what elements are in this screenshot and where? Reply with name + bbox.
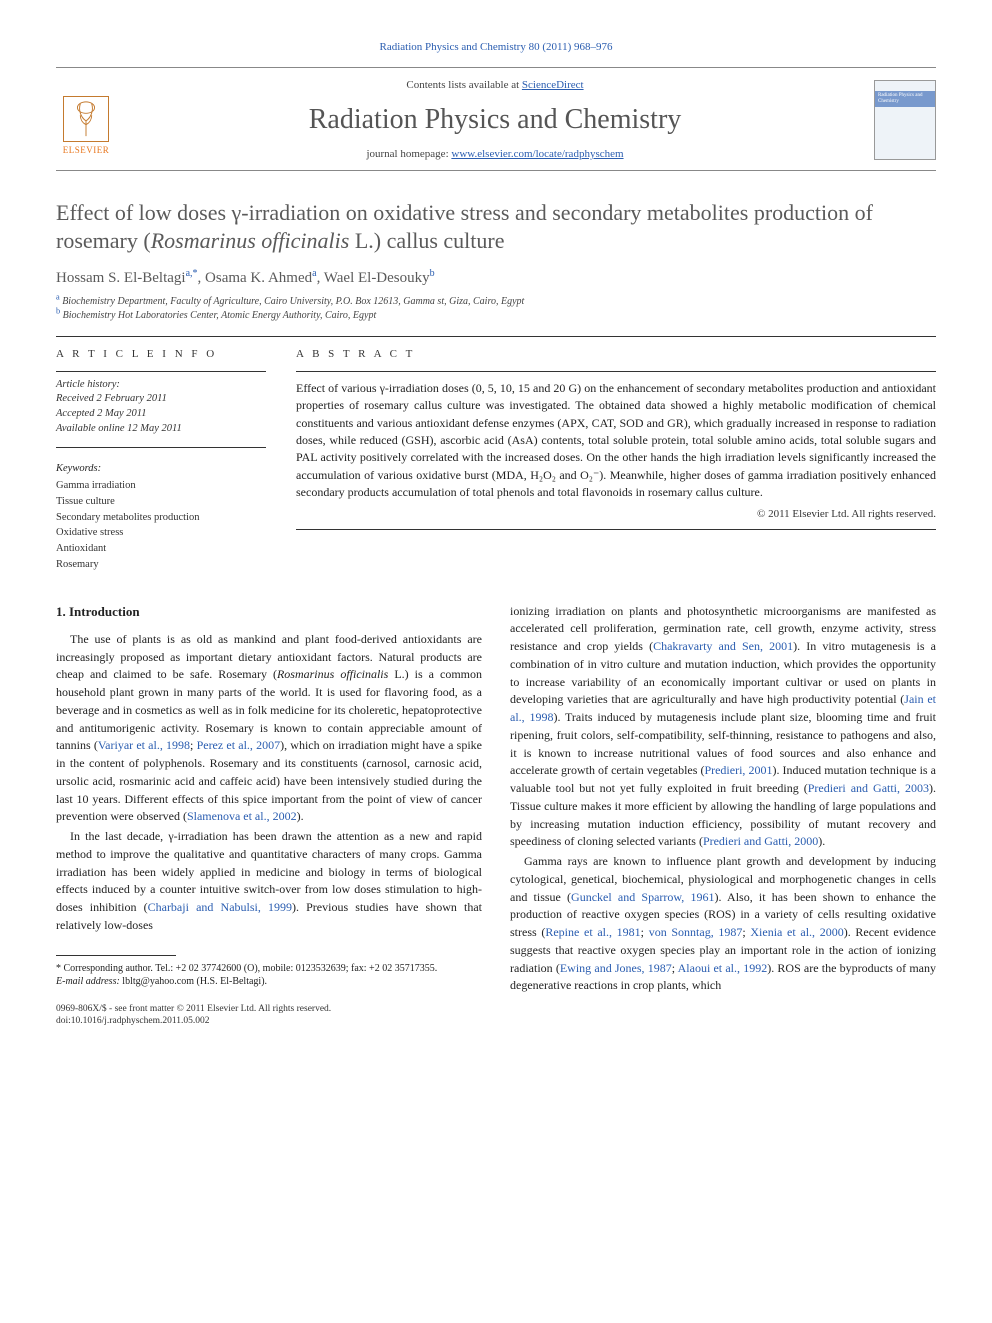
author-1-aff: a,* [186, 268, 198, 279]
intro-para-4: Gamma rays are known to influence plant … [510, 853, 936, 995]
cite-alaoui-1992[interactable]: Alaoui et al., 1992 [678, 961, 768, 975]
masthead-center: Contents lists available at ScienceDirec… [130, 78, 860, 162]
abstract-text: Effect of various γ-irradiation doses (0… [296, 380, 936, 502]
title-species: Rosmarinus officinalis [151, 228, 350, 253]
intro-para-2: In the last decade, γ-irradiation has be… [56, 828, 482, 935]
body-columns: 1. Introduction The use of plants is as … [56, 603, 936, 1028]
author-1: Hossam S. El-Beltagia,* [56, 270, 198, 286]
author-list: Hossam S. El-Beltagia,*, Osama K. Ahmeda… [56, 268, 936, 289]
abstract-divider [296, 371, 936, 372]
journal-homepage-link[interactable]: www.elsevier.com/locate/radphyschem [451, 148, 623, 160]
front-matter-line: 0969-806X/$ - see front matter © 2011 El… [56, 1003, 482, 1015]
accepted-date: Accepted 2 May 2011 [56, 407, 266, 422]
masthead: ELSEVIER Contents lists available at Sci… [56, 67, 936, 171]
intro-para-1: The use of plants is as old as mankind a… [56, 631, 482, 826]
cite-predieri-gatti-2003[interactable]: Predieri and Gatti, 2003 [808, 781, 929, 795]
journal-cover-thumbnail: Radiation Physics and Chemistry [874, 80, 936, 160]
online-date: Available online 12 May 2011 [56, 422, 266, 437]
contents-available-line: Contents lists available at ScienceDirec… [130, 78, 860, 93]
cite-chakravarty-2001[interactable]: Chakravarty and Sen, 2001 [653, 639, 793, 653]
corr-email-line: E-mail address: lbltg@yahoo.com (H.S. El… [56, 975, 482, 989]
keyword-6: Rosemary [56, 557, 266, 573]
cite-vonsonntag-1987[interactable]: von Sonntag, 1987 [649, 925, 743, 939]
journal-title: Radiation Physics and Chemistry [130, 100, 860, 139]
cite-perez-2007[interactable]: Perez et al., 2007 [197, 738, 281, 752]
keyword-1: Gamma irradiation [56, 478, 266, 494]
info-abstract-row: A R T I C L E I N F O Article history: R… [56, 347, 936, 572]
cite-slamenova-2002[interactable]: Slamenova et al., 2002 [187, 809, 297, 823]
cite-repine-1981[interactable]: Repine et al., 1981 [545, 925, 640, 939]
footnote-separator [56, 955, 176, 956]
corr-contact: * Corresponding author. Tel.: +2 02 3774… [56, 962, 482, 976]
publisher-name: ELSEVIER [63, 144, 110, 157]
author-3: Wael El-Desoukyb [324, 270, 435, 286]
history-label: Article history: [56, 378, 266, 393]
abstract-column: A B S T R A C T Effect of various γ-irra… [296, 347, 936, 572]
footer-issn-line: 0969-806X/$ - see front matter © 2011 El… [56, 1003, 482, 1028]
cite-ewing-1987[interactable]: Ewing and Jones, 1987 [560, 961, 672, 975]
article-info-column: A R T I C L E I N F O Article history: R… [56, 347, 266, 572]
journal-homepage-line: journal homepage: www.elsevier.com/locat… [130, 147, 860, 162]
abstract-divider-bottom [296, 529, 936, 530]
keyword-5: Antioxidant [56, 541, 266, 557]
doi-line: doi:10.1016/j.radphyschem.2011.05.002 [56, 1015, 482, 1027]
title-part-2: L.) callus culture [349, 228, 504, 253]
affiliation-a: a Biochemistry Department, Faculty of Ag… [56, 295, 936, 309]
keywords-label: Keywords: [56, 462, 266, 477]
info-divider-2 [56, 447, 266, 448]
author-3-name: Wael El-Desouky [324, 270, 430, 286]
left-column: 1. Introduction The use of plants is as … [56, 603, 482, 1028]
affiliation-b: b Biochemistry Hot Laboratories Center, … [56, 309, 936, 323]
author-2-aff: a [312, 268, 316, 279]
right-column: ionizing irradiation on plants and photo… [510, 603, 936, 1028]
cite-predieri-gatti-2000[interactable]: Predieri and Gatti, 2000 [703, 834, 818, 848]
cite-predieri-2001[interactable]: Predieri, 2001 [704, 763, 772, 777]
copyright-line: © 2011 Elsevier Ltd. All rights reserved… [296, 507, 936, 522]
received-date: Received 2 February 2011 [56, 392, 266, 407]
cover-caption: Radiation Physics and Chemistry [878, 93, 935, 104]
section-1-heading: 1. Introduction [56, 603, 482, 621]
author-2-name: Osama K. Ahmed [205, 270, 312, 286]
divider [56, 336, 936, 337]
intro-para-3: ionizing irradiation on plants and photo… [510, 603, 936, 852]
article-history: Article history: Received 2 February 201… [56, 378, 266, 437]
author-2: Osama K. Ahmeda [205, 270, 317, 286]
email-label: E-mail address: [56, 976, 120, 987]
article-info-heading: A R T I C L E I N F O [56, 347, 266, 362]
page: Radiation Physics and Chemistry 80 (2011… [0, 0, 992, 1057]
article-title: Effect of low doses γ-irradiation on oxi… [56, 199, 936, 254]
info-divider [56, 371, 266, 372]
title-block: Effect of low doses γ-irradiation on oxi… [56, 199, 936, 322]
keyword-2: Tissue culture [56, 494, 266, 510]
publisher-logo: ELSEVIER [56, 84, 116, 156]
cite-gunckel-1961[interactable]: Gunckel and Sparrow, 1961 [571, 890, 714, 904]
cite-charbaji-1999[interactable]: Charbaji and Nabulsi, 1999 [148, 900, 292, 914]
author-1-name: Hossam S. El-Beltagi [56, 270, 186, 286]
sciencedirect-link[interactable]: ScienceDirect [522, 79, 584, 91]
email-value: lbltg@yahoo.com (H.S. El-Beltagi). [122, 976, 267, 987]
keyword-4: Oxidative stress [56, 525, 266, 541]
affiliations: a Biochemistry Department, Faculty of Ag… [56, 295, 936, 322]
author-3-aff: b [430, 268, 435, 279]
journal-reference: Radiation Physics and Chemistry 80 (2011… [56, 40, 936, 55]
keyword-3: Secondary metabolites production [56, 510, 266, 526]
contents-prefix: Contents lists available at [406, 79, 521, 91]
abstract-heading: A B S T R A C T [296, 347, 936, 362]
cite-xienia-2000[interactable]: Xienia et al., 2000 [750, 925, 843, 939]
cite-variyar-1998[interactable]: Variyar et al., 1998 [98, 738, 190, 752]
keywords-list: Gamma irradiation Tissue culture Seconda… [56, 478, 266, 573]
corresponding-author-footnote: * Corresponding author. Tel.: +2 02 3774… [56, 962, 482, 989]
homepage-prefix: journal homepage: [366, 148, 451, 160]
elsevier-tree-icon [63, 96, 109, 142]
